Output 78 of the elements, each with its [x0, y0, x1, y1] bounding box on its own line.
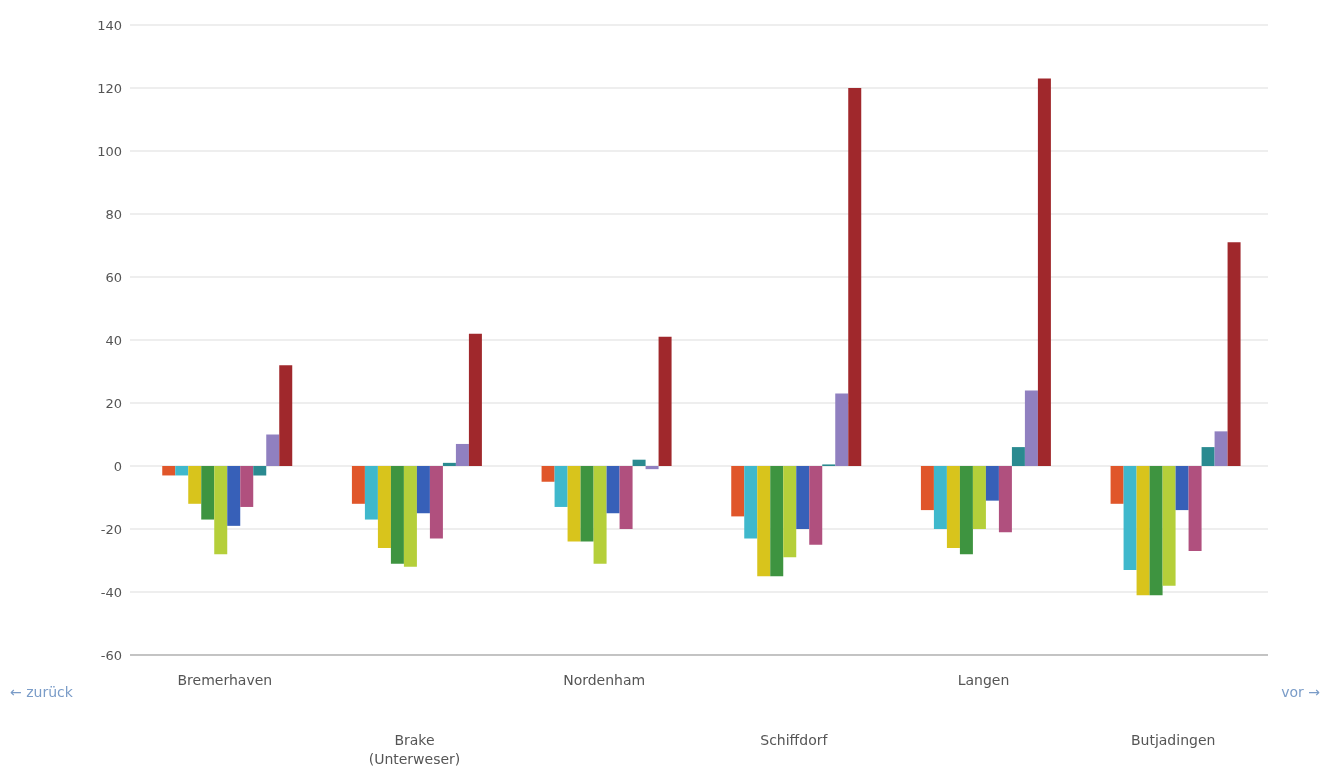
x-tick-label: Schiffdorf [760, 732, 829, 748]
bar [1149, 466, 1163, 596]
bar [175, 466, 189, 476]
bar [848, 88, 862, 466]
bar [567, 466, 581, 542]
bar [619, 466, 633, 529]
bar [731, 466, 745, 517]
bar [1123, 466, 1137, 570]
bar [1201, 447, 1215, 466]
bar [809, 466, 823, 545]
bar [188, 466, 202, 504]
y-tick-label: 100 [97, 143, 122, 159]
x-tick-label: Butjadingen [1130, 732, 1216, 748]
bar [972, 466, 986, 529]
bar [1110, 466, 1124, 504]
y-tick-label: 20 [105, 395, 122, 411]
bar [783, 466, 797, 558]
y-tick-label: -60 [100, 647, 122, 663]
bar [429, 466, 443, 539]
bar [351, 466, 365, 504]
text: vor → [1281, 684, 1320, 700]
bar [645, 466, 659, 470]
bar [1037, 78, 1051, 466]
bar [240, 466, 254, 507]
bar [468, 333, 482, 466]
bar [416, 466, 430, 514]
bar [377, 466, 391, 548]
bar [920, 466, 934, 511]
y-tick-label: 40 [105, 332, 122, 348]
bar [541, 466, 555, 482]
bar [946, 466, 960, 548]
y-tick-label: 120 [97, 80, 122, 96]
bar [580, 466, 594, 542]
bar [403, 466, 417, 567]
bar [1162, 466, 1176, 586]
bar [554, 466, 568, 507]
bar [744, 466, 758, 539]
x-tick-label: Nordenham [563, 672, 646, 688]
bar [364, 466, 378, 520]
bar [1188, 466, 1202, 552]
bar [1011, 447, 1025, 466]
bar [796, 466, 810, 529]
bar [835, 393, 849, 466]
bar [1024, 390, 1038, 466]
bar [253, 466, 267, 476]
bar [998, 466, 1012, 533]
bar [390, 466, 404, 564]
bar [1175, 466, 1189, 511]
bar [227, 466, 241, 526]
bar [266, 434, 280, 466]
y-tick-label: -20 [100, 521, 122, 537]
bar [201, 466, 215, 520]
bar [985, 466, 999, 501]
bar [162, 466, 176, 476]
bar [279, 365, 293, 466]
y-tick-label: 140 [97, 17, 122, 33]
bar [658, 336, 672, 466]
bar [770, 466, 784, 577]
bar [1227, 242, 1241, 466]
bar [606, 466, 620, 514]
bar [757, 466, 771, 577]
bar [593, 466, 607, 564]
y-tick-label: -40 [100, 584, 122, 600]
y-tick-label: 80 [105, 206, 122, 222]
bar [442, 462, 456, 466]
y-tick-label: 0 [113, 458, 122, 474]
bar [1136, 466, 1150, 596]
bar [632, 459, 646, 466]
bar [959, 466, 973, 555]
bar [214, 466, 228, 555]
bar [455, 443, 469, 466]
x-tick-label: Langen [957, 672, 1010, 688]
bar [1214, 431, 1228, 466]
y-tick-label: 60 [105, 269, 122, 285]
x-tick-label: Brake (Unterweser) [368, 732, 461, 767]
x-tick-label: Bremerhaven [177, 672, 273, 688]
bar [933, 466, 947, 529]
text: ← zurück [10, 684, 73, 700]
